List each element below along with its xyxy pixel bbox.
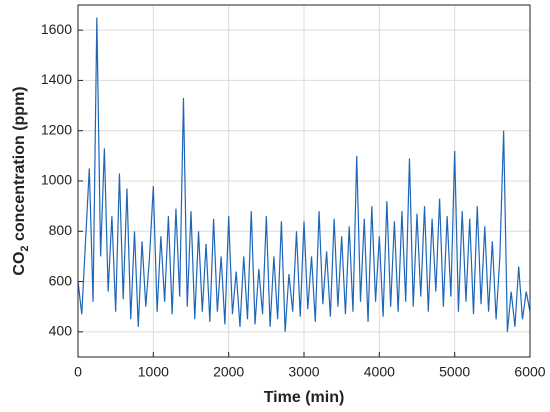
y-label-part: concentration (ppm) (11, 86, 28, 245)
x-tick-label: 0 (74, 364, 82, 380)
y-tick-label: 1000 (41, 172, 72, 188)
x-tick-label: 6000 (514, 364, 545, 380)
y-tick-label: 600 (49, 272, 73, 288)
y-tick-label: 800 (49, 222, 73, 238)
plot-frame (77, 4, 531, 358)
y-tick-label: 1600 (41, 21, 72, 37)
data-line (77, 17, 531, 332)
x-tick-label: 3000 (288, 364, 319, 380)
x-tick-label: 5000 (439, 364, 470, 380)
y-tick-label: 1400 (41, 71, 72, 87)
y-tick-label: 400 (49, 323, 73, 339)
x-tick-label: 1000 (138, 364, 169, 380)
y-label-part: CO (11, 252, 28, 276)
y-axis-label: CO2 concentration (ppm) (11, 86, 31, 275)
y-tick-label: 1200 (41, 121, 72, 137)
y-label-sub: 2 (19, 245, 31, 251)
x-axis-label: Time (min) (264, 389, 345, 406)
x-tick-label: 4000 (364, 364, 395, 380)
x-tick-label: 2000 (213, 364, 244, 380)
